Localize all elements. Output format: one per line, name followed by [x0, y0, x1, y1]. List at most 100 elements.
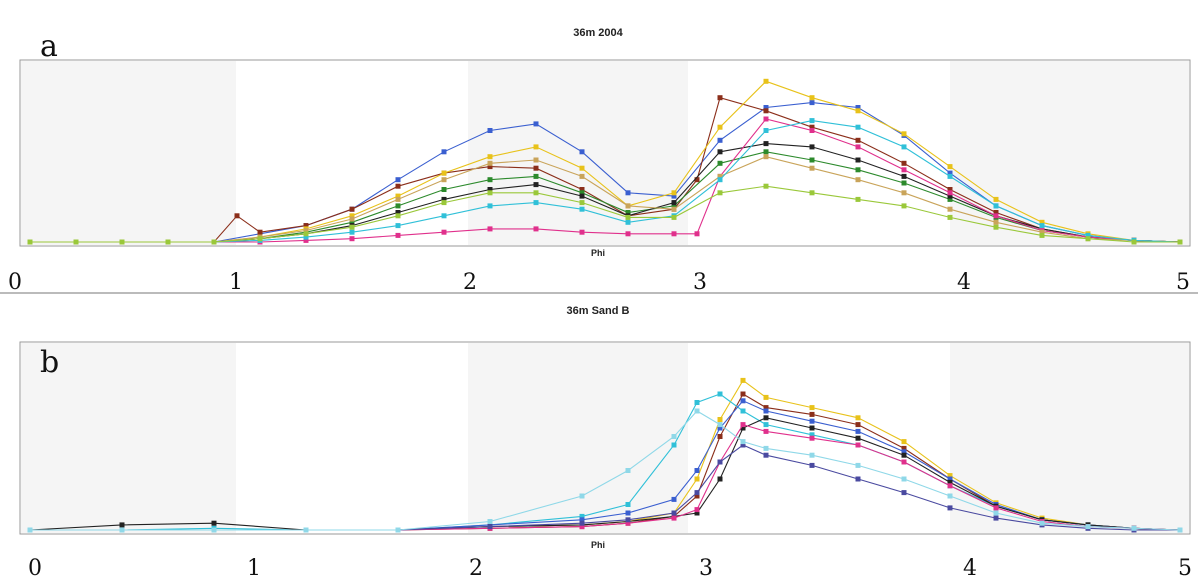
series-line-8: [30, 410, 1181, 531]
data-point: [533, 190, 539, 196]
data-point: [717, 160, 723, 166]
data-point: [763, 141, 769, 147]
data-point: [947, 476, 953, 482]
data-point: [740, 377, 746, 383]
panel-label: b: [40, 345, 59, 380]
data-point: [349, 229, 355, 235]
data-point: [809, 100, 815, 106]
data-point: [855, 108, 861, 114]
data-point: [763, 422, 769, 428]
data-point: [395, 193, 401, 199]
data-point: [395, 203, 401, 209]
data-point: [947, 206, 953, 212]
data-point: [441, 187, 447, 192]
data-point: [671, 496, 677, 502]
data-point: [487, 519, 493, 524]
data-point: [671, 515, 677, 521]
data-point: [717, 177, 723, 183]
data-point: [901, 131, 907, 137]
plot-band: [468, 61, 688, 245]
data-point: [901, 144, 907, 150]
plot-band: [21, 61, 236, 245]
data-point: [671, 442, 677, 448]
data-point: [487, 203, 493, 209]
data-point: [579, 190, 585, 196]
data-point: [809, 124, 815, 130]
data-point: [855, 124, 861, 130]
data-point: [901, 173, 907, 179]
data-point: [27, 527, 33, 533]
data-point: [855, 435, 861, 441]
data-point: [901, 490, 907, 496]
data-point: [901, 449, 907, 455]
data-point: [809, 157, 815, 163]
data-point: [993, 210, 999, 215]
data-point: [625, 510, 631, 516]
data-point: [165, 239, 171, 245]
data-point: [441, 229, 447, 235]
data-point: [119, 239, 125, 245]
data-point: [809, 425, 815, 431]
data-point: [993, 510, 999, 516]
data-point: [763, 445, 769, 451]
data-point: [740, 442, 746, 448]
data-point: [855, 428, 861, 434]
data-point: [901, 452, 907, 458]
data-point: [993, 203, 999, 209]
x-axis-label: Phi: [591, 540, 605, 550]
data-point: [947, 187, 953, 192]
chart-title: 36m 2004: [573, 27, 623, 39]
data-point: [901, 160, 907, 166]
data-point: [855, 157, 861, 163]
data-point: [947, 190, 953, 196]
data-point: [533, 173, 539, 179]
data-point: [579, 524, 585, 530]
data-point: [395, 223, 401, 229]
x-tick-label: 3: [693, 270, 707, 292]
x-tick-label: 0: [28, 556, 42, 578]
data-point: [763, 154, 769, 160]
data-point: [855, 476, 861, 482]
data-point: [395, 177, 401, 183]
data-point: [947, 164, 953, 170]
data-point: [1039, 223, 1045, 229]
data-point: [763, 128, 769, 133]
data-point: [671, 193, 677, 199]
data-point: [1177, 527, 1183, 533]
data-point: [763, 116, 769, 122]
x-tick-label: 4: [957, 270, 971, 292]
data-point: [993, 213, 999, 219]
data-point: [671, 206, 677, 212]
data-point: [303, 228, 309, 233]
data-point: [694, 493, 700, 499]
data-point: [763, 105, 769, 110]
data-point: [671, 231, 677, 237]
data-point: [947, 483, 953, 489]
data-point: [211, 239, 217, 245]
x-tick-label: 5: [1178, 556, 1192, 578]
data-point: [901, 459, 907, 465]
data-point: [349, 236, 355, 242]
data-point: [694, 231, 700, 237]
data-point: [579, 193, 585, 199]
data-point: [809, 165, 815, 171]
data-point: [579, 165, 585, 171]
data-point: [579, 206, 585, 212]
data-point: [993, 196, 999, 202]
x-tick-label: 4: [963, 556, 977, 578]
data-point: [855, 196, 861, 202]
data-point: [487, 164, 493, 170]
data-point: [855, 167, 861, 173]
data-point: [993, 219, 999, 225]
data-point: [27, 239, 33, 245]
data-point: [211, 527, 217, 533]
x-tick-label: 3: [699, 556, 713, 578]
data-point: [947, 214, 953, 220]
data-point: [717, 95, 723, 101]
data-point: [901, 180, 907, 186]
data-point: [1039, 229, 1045, 235]
data-point: [441, 213, 447, 219]
data-point: [349, 224, 355, 230]
data-point: [579, 173, 585, 179]
data-point: [257, 229, 263, 235]
